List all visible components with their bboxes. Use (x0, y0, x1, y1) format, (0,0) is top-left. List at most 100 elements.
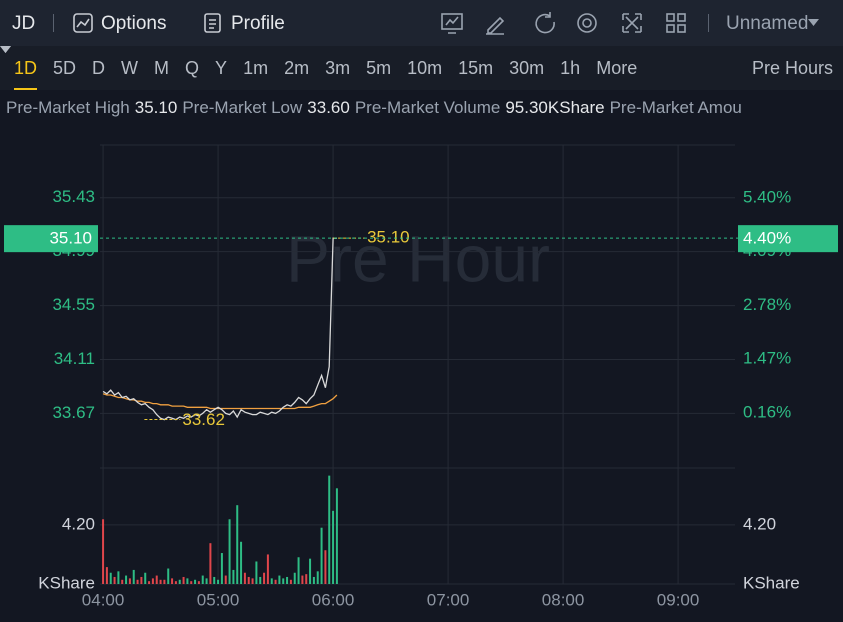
last-change-label: 4.40% (743, 229, 791, 248)
volume-bar (109, 572, 112, 584)
volume-bar (174, 581, 177, 584)
volume-bar (128, 578, 131, 584)
volume-bar (320, 527, 323, 584)
volume-bar (312, 576, 315, 584)
volume-bar (105, 567, 108, 584)
timeframe-tab[interactable]: Y (215, 57, 228, 78)
volume-bar (140, 576, 143, 584)
volume-bar (301, 575, 304, 584)
timeframe-tab[interactable]: 1h (560, 57, 581, 78)
x-tick-label: 04:00 (82, 590, 125, 609)
session-select[interactable]: Pre Hours (751, 57, 833, 78)
volume-bar (232, 569, 235, 584)
last-price-box (4, 225, 98, 253)
volume-bar (286, 576, 289, 584)
x-tick-label: 09:00 (657, 590, 700, 609)
caret (0, 46, 11, 53)
timeframe-tab[interactable]: M (154, 57, 170, 78)
volume-bar (243, 572, 246, 584)
volume-bar (255, 561, 258, 584)
watermark: Pre Hour (286, 221, 550, 295)
last-change-box (738, 225, 838, 253)
timeframe-tab[interactable]: 30m (509, 57, 545, 78)
volume-bar (259, 576, 262, 584)
info-label: Pre-Market Volume (354, 97, 501, 117)
price-line (102, 237, 337, 421)
volume-bar (155, 575, 158, 584)
y2-tick-label: 2.78% (743, 295, 791, 314)
volume-bar (190, 581, 193, 584)
volume-unit: KShare (743, 573, 800, 592)
volume-bar (201, 575, 204, 584)
y2-tick-label: 1.47% (743, 349, 791, 368)
volume-bar (328, 475, 331, 584)
volume-bar (205, 578, 208, 584)
volume-bar (178, 579, 181, 584)
volume-bar (167, 568, 170, 584)
volume-bar (251, 578, 254, 584)
timeframe-tab[interactable]: 3m (325, 57, 351, 78)
volume-tick-label: 4.20 (62, 514, 95, 533)
layout-name[interactable]: Unnamed (726, 13, 809, 34)
volume-bar (159, 579, 162, 584)
volume-bar (236, 505, 239, 584)
volume-bar (121, 579, 124, 584)
volume-bar (282, 578, 285, 584)
volume-bar (247, 576, 250, 584)
volume-bar (136, 579, 139, 584)
y-tick-label: 33.67 (52, 403, 95, 422)
volume-tick-label: 4.20 (743, 514, 776, 533)
y-tick-label: 34.11 (54, 349, 95, 368)
volume-bar (217, 579, 220, 584)
info-value: 95.30KShare (505, 97, 605, 117)
timeframe-tab[interactable]: More (596, 57, 638, 78)
volume-bar (270, 578, 273, 584)
info-bar: Pre-Market High 35.10 Pre-Market Low 33.60 P… (0, 90, 843, 125)
volume-bar (278, 575, 281, 584)
timeframe-tab[interactable]: D (92, 57, 106, 78)
volume-bar (324, 550, 327, 584)
volume-bar (186, 578, 189, 584)
y2-tick-label: 0.16% (743, 402, 791, 421)
volume-bar (224, 575, 227, 584)
high-label: 35.10 (367, 228, 410, 247)
volume-bar (266, 554, 269, 584)
timeframe-tab[interactable]: 1D (14, 57, 38, 90)
volume-bar (182, 576, 185, 584)
volume-bar (148, 581, 151, 584)
x-tick-label: 08:00 (542, 590, 585, 609)
tool-icons[interactable] (438, 10, 698, 36)
volume-bar (335, 488, 338, 584)
profile-icon[interactable] (203, 12, 223, 34)
volume-bar (209, 543, 212, 584)
profile[interactable]: Profile (231, 13, 285, 34)
volume-bar (293, 572, 296, 584)
info-label: Pre-Market Low (182, 97, 303, 117)
options-icon[interactable] (72, 12, 94, 34)
volume-bar (125, 575, 128, 584)
volume-bar (289, 579, 292, 584)
x-tick-label: 05:00 (197, 590, 240, 609)
toolbar: JD Options Profile Unnamed (0, 0, 843, 46)
timeframe-tab[interactable]: W (121, 57, 139, 78)
options[interactable]: Options (101, 13, 167, 34)
volume-bar (220, 553, 223, 584)
timeframe-tab[interactable]: 15m (458, 57, 494, 78)
symbol[interactable]: JD (12, 13, 36, 34)
chart-background (0, 125, 843, 622)
x-tick-label: 06:00 (312, 590, 355, 609)
volume-bar (194, 579, 197, 584)
volume-bar (113, 576, 116, 584)
volume-unit: KShare (38, 573, 95, 592)
timeframe-tab[interactable]: 1m (243, 57, 269, 78)
volume-bar (309, 558, 312, 584)
timeframe-tab[interactable]: 2m (284, 57, 310, 78)
timeframe-tab[interactable]: 5m (366, 57, 392, 78)
low-label: 33.62 (182, 410, 225, 429)
info-value: 35.10 (134, 97, 178, 117)
volume-bar (305, 574, 308, 584)
timeframe-tab[interactable]: 10m (407, 57, 443, 78)
timeframe-tab[interactable]: 5D (53, 57, 77, 78)
timeframe-tab[interactable]: Q (185, 57, 200, 78)
